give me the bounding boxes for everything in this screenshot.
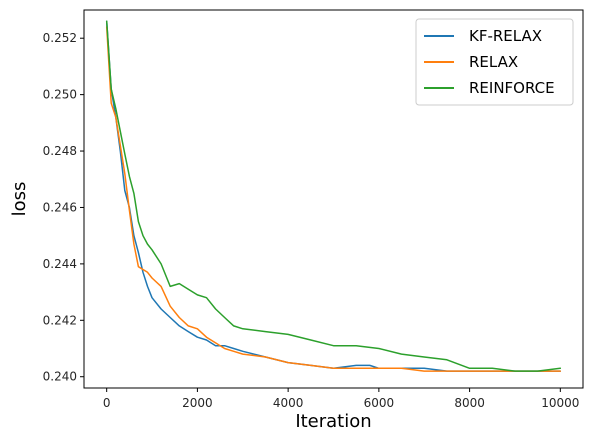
plot-frame	[83, 9, 584, 389]
y-tick-label: 0.244	[43, 257, 77, 271]
y-tick-label: 0.246	[43, 200, 77, 214]
x-tick-label: 0	[103, 396, 111, 410]
legend-entry-label: REINFORCE	[469, 79, 555, 97]
y-tick-label: 0.250	[43, 88, 77, 102]
series-group	[105, 20, 562, 372]
x-tick-label: 6000	[364, 396, 395, 410]
y-axis-label: loss	[9, 182, 30, 217]
legend: KF-RELAX RELAX REINFORCE	[415, 18, 574, 106]
x-tick-label: 2000	[182, 396, 213, 410]
legend-box	[415, 18, 574, 106]
legend-entry-label: RELAX	[469, 53, 518, 71]
series-line-relax	[105, 26, 562, 372]
x-tick-label: 10000	[541, 396, 579, 410]
x-tick-label: 4000	[273, 396, 304, 410]
y-tick-label: 0.252	[43, 31, 77, 45]
y-tick-label: 0.248	[43, 144, 77, 158]
x-tick-label: 8000	[454, 396, 485, 410]
y-tick-label: 0.240	[43, 370, 77, 384]
series-line-reinforce	[105, 20, 562, 372]
y-tick-label: 0.242	[43, 313, 77, 327]
x-axis-label: Iteration	[295, 411, 371, 432]
legend-entry-label: KF-RELAX	[469, 27, 542, 45]
